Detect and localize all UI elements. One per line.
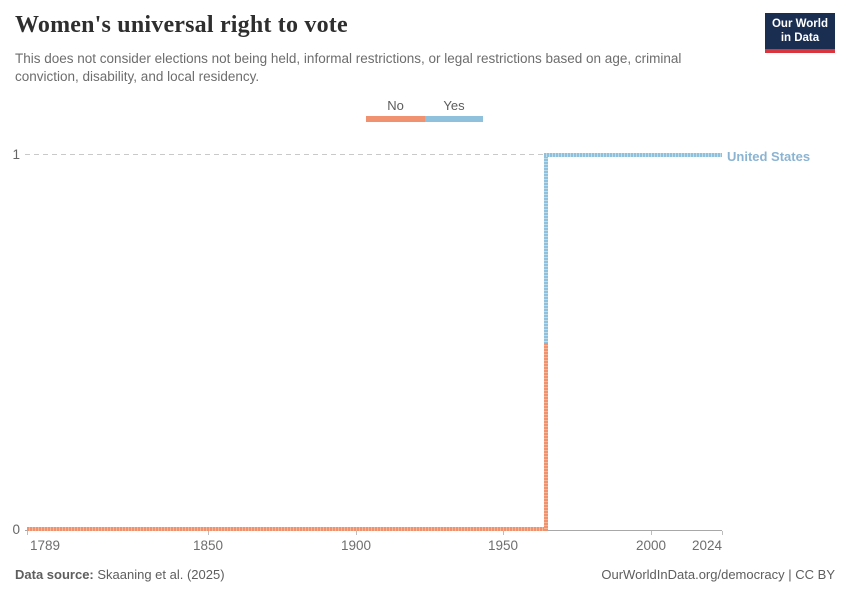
legend-label-yes: Yes bbox=[443, 98, 465, 113]
legend-swatch-yes bbox=[425, 116, 483, 122]
legend-item-no[interactable]: No bbox=[366, 98, 425, 122]
y-axis-tick-label: 1 bbox=[12, 147, 20, 162]
y-axis-tick-label: 0 bbox=[12, 522, 20, 537]
x-axis-tick-label: 1850 bbox=[192, 538, 224, 553]
x-axis-tick bbox=[208, 531, 209, 535]
x-axis-tick-label: 2024 bbox=[691, 538, 723, 553]
x-axis-tick-label: 1950 bbox=[487, 538, 519, 553]
data-source-note: Data source: Skaaning et al. (2025) bbox=[15, 567, 225, 582]
x-axis-tick-label: 1900 bbox=[340, 538, 372, 553]
chart-subtitle: This does not consider elections not bei… bbox=[15, 51, 682, 84]
series-yes-line-vertical[interactable] bbox=[544, 153, 548, 343]
x-axis-tick bbox=[651, 531, 652, 535]
x-axis-tick-label: 2000 bbox=[635, 538, 667, 553]
x-axis-tick bbox=[356, 531, 357, 535]
chart-footer: Data source: Skaaning et al. (2025) OurW… bbox=[15, 567, 835, 582]
x-axis-tick-label: 1789 bbox=[29, 538, 61, 553]
entity-label-united-states[interactable]: United States bbox=[727, 149, 811, 164]
series-no-line-horizontal[interactable] bbox=[27, 527, 546, 531]
page-title: Women's universal right to vote bbox=[15, 12, 348, 38]
attribution-link[interactable]: OurWorldInData.org/democracy | CC BY bbox=[601, 567, 835, 582]
series-no-line-vertical[interactable] bbox=[544, 343, 548, 531]
series-yes-line-horizontal[interactable] bbox=[544, 153, 722, 157]
legend-label-no: No bbox=[387, 98, 404, 113]
x-axis-tick bbox=[27, 531, 28, 535]
legend-swatch-no bbox=[366, 116, 425, 122]
owid-logo-line1: Our World bbox=[771, 18, 828, 30]
owid-logo: Our World in Data bbox=[764, 13, 835, 54]
chart-legend: No Yes bbox=[366, 98, 483, 122]
data-source-value: Skaaning et al. (2025) bbox=[93, 567, 225, 582]
x-axis-tick bbox=[503, 531, 504, 535]
data-source-label: Data source: bbox=[15, 567, 94, 582]
legend-item-yes[interactable]: Yes bbox=[425, 98, 483, 122]
owid-logo-line2: in Data bbox=[780, 31, 820, 44]
x-axis-tick bbox=[722, 531, 723, 535]
gridline-y1 bbox=[25, 154, 722, 155]
